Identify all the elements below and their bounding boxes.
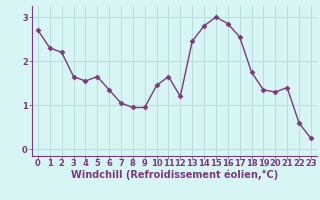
X-axis label: Windchill (Refroidissement éolien,°C): Windchill (Refroidissement éolien,°C) — [71, 169, 278, 180]
